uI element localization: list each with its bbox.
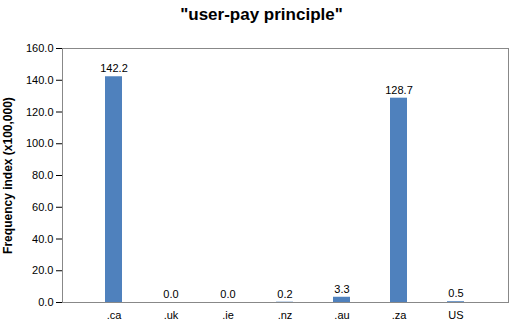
svg-text:100.0: 100.0 [26,137,54,149]
svg-text:40.0: 40.0 [32,233,53,245]
svg-text:.ie: .ie [222,309,234,321]
svg-text:20.0: 20.0 [32,264,53,276]
svg-text:128.7: 128.7 [385,84,413,96]
svg-text:.au: .au [334,309,349,321]
html-text:"user-pay principle": "user-pay principle" [180,5,343,24]
svg-text:0.0: 0.0 [38,296,53,308]
svg-text:3.3: 3.3 [334,283,349,295]
svg-text:.ca: .ca [107,309,123,321]
svg-text:US: US [448,309,463,321]
svg-text:80.0: 80.0 [32,169,53,181]
svg-text:.za: .za [392,309,408,321]
svg-text:140.0: 140.0 [26,74,54,86]
svg-text:0.5: 0.5 [448,287,463,299]
svg-text:0.2: 0.2 [277,288,292,300]
svg-text:120.0: 120.0 [26,106,54,118]
svg-text:.nz: .nz [278,309,293,321]
svg-text:Frequency index (x100,000): Frequency index (x100,000) [1,97,15,254]
svg-text:0.0: 0.0 [163,288,178,300]
svg-text:.uk: .uk [164,309,179,321]
svg-text:0.0: 0.0 [220,288,235,300]
svg-text:160.0: 160.0 [26,42,54,54]
svg-text:60.0: 60.0 [32,201,53,213]
svg-text:142.2: 142.2 [100,62,128,74]
